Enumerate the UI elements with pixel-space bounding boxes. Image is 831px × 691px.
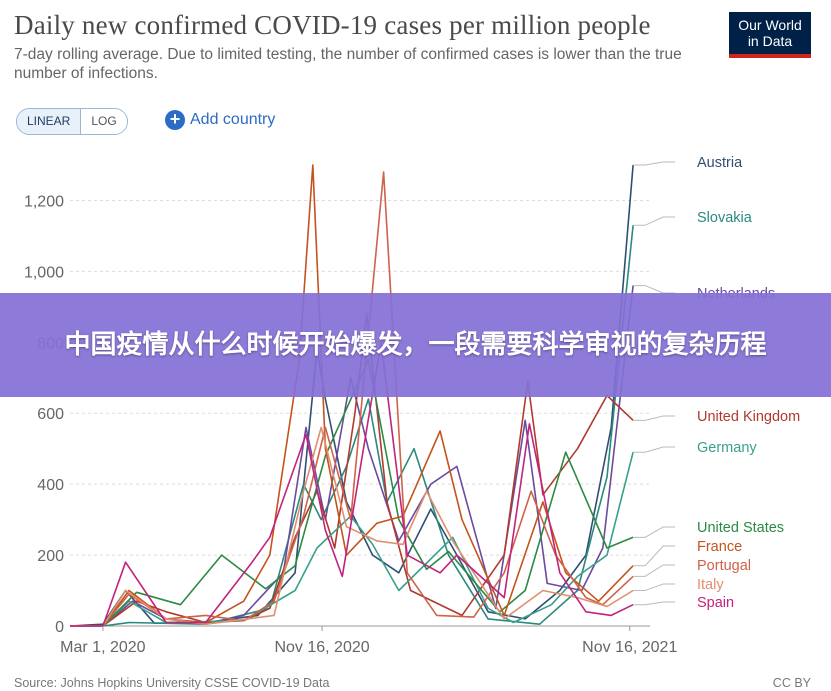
log-scale-button[interactable]: LOG	[81, 109, 127, 134]
logo-line-1: Our World	[738, 17, 802, 33]
owid-logo[interactable]: Our World in Data	[729, 12, 811, 58]
legend-label[interactable]: United Kingdom	[697, 409, 800, 425]
legend-connector	[633, 415, 676, 421]
legend-connector	[633, 216, 676, 226]
overlay-banner: 中国疫情从什么时候开始爆发，一段需要科学审视的复杂历程	[0, 293, 831, 397]
y-tick-label: 400	[37, 477, 64, 494]
x-tick-label: Mar 1, 2020	[60, 639, 145, 656]
scale-toggle: LINEAR LOG	[16, 108, 128, 135]
logo-line-2: in Data	[747, 33, 793, 49]
y-tick-label: 600	[37, 406, 64, 423]
source-note[interactable]: Source: Johns Hopkins University CSSE CO…	[14, 676, 330, 690]
legend-label[interactable]: France	[697, 539, 742, 555]
series-line-united-kingdom[interactable]	[70, 313, 634, 627]
y-tick-label: 0	[55, 619, 64, 636]
legend-label[interactable]: Germany	[697, 440, 757, 456]
chart-subtitle: 7-day rolling average. Due to limited te…	[14, 46, 682, 82]
legend-connector	[633, 564, 676, 577]
legend-connector	[633, 545, 676, 567]
plus-circle-icon: +	[165, 110, 185, 130]
x-tick-label: Nov 16, 2020	[274, 639, 369, 656]
legend-label[interactable]: Spain	[697, 595, 734, 611]
legend-label[interactable]: United States	[697, 520, 784, 536]
legend-label[interactable]: Portugal	[697, 558, 751, 574]
series-line-united-states[interactable]	[70, 359, 634, 627]
legend-connector	[633, 285, 676, 294]
logo-accent-bar	[729, 54, 811, 58]
y-tick-label: 1,000	[24, 264, 64, 281]
legend-connector	[633, 583, 676, 592]
legend-label[interactable]: Italy	[697, 577, 724, 593]
add-country-button[interactable]: + Add country	[165, 108, 275, 132]
series-line-slovakia[interactable]	[70, 225, 634, 627]
add-country-label: Add country	[190, 111, 276, 128]
legend-connector	[633, 601, 676, 606]
legend-connector	[633, 161, 676, 166]
y-tick-label: 1,200	[24, 193, 64, 210]
y-tick-label: 200	[37, 548, 64, 565]
legend-label[interactable]: Slovakia	[697, 210, 753, 226]
legend-connector	[633, 446, 676, 453]
series-line-spain[interactable]	[70, 341, 634, 627]
series-line-germany[interactable]	[70, 452, 634, 627]
chart-title: Daily new confirmed COVID-19 cases per m…	[14, 10, 651, 40]
banner-text: 中国疫情从什么时候开始爆发，一段需要科学审视的复杂历程	[64, 329, 767, 360]
linear-scale-button[interactable]: LINEAR	[17, 109, 82, 134]
legend-connector	[633, 526, 676, 538]
x-tick-label: Nov 16, 2021	[582, 639, 677, 656]
legend-label[interactable]: Austria	[697, 155, 743, 171]
series-line-italy[interactable]	[70, 426, 634, 627]
license-label[interactable]: CC BY	[772, 676, 811, 690]
